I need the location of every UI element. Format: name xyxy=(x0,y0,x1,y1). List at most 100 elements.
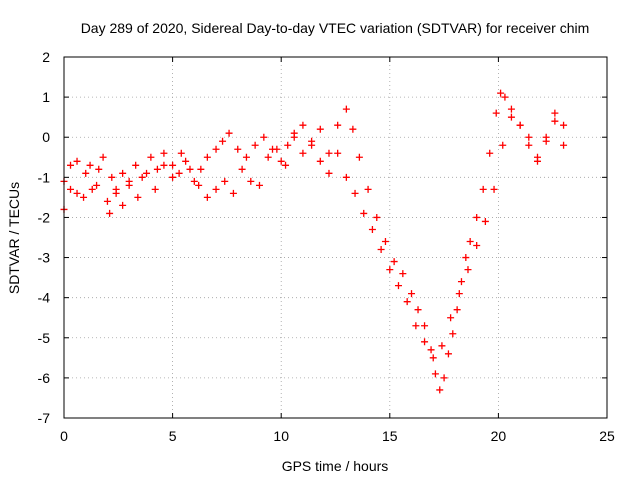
data-point xyxy=(212,145,220,153)
data-point xyxy=(316,157,324,165)
data-point xyxy=(138,173,146,181)
data-point xyxy=(299,121,307,129)
data-point xyxy=(219,137,227,145)
data-point xyxy=(449,330,457,338)
data-point xyxy=(247,177,255,185)
data-point xyxy=(490,185,498,193)
data-point xyxy=(507,105,515,113)
data-point xyxy=(169,173,177,181)
y-tick-label: -4 xyxy=(38,290,51,306)
data-point xyxy=(429,354,437,362)
data-point xyxy=(197,165,205,173)
data-point xyxy=(334,121,342,129)
data-point xyxy=(108,173,116,181)
data-point xyxy=(177,149,185,157)
data-point xyxy=(421,338,429,346)
data-point xyxy=(525,141,533,149)
data-point xyxy=(440,374,448,382)
data-point xyxy=(390,258,398,266)
data-point xyxy=(403,298,411,306)
data-point xyxy=(73,157,81,165)
data-point xyxy=(334,149,342,157)
data-point xyxy=(132,161,140,169)
data-point xyxy=(221,177,229,185)
x-tick-label: 5 xyxy=(169,428,177,444)
data-point xyxy=(238,165,246,173)
data-point xyxy=(444,350,452,358)
data-point xyxy=(182,157,190,165)
data-point xyxy=(160,161,168,169)
data-point xyxy=(525,133,533,141)
data-point xyxy=(349,125,357,133)
data-point xyxy=(412,322,420,330)
y-axis-label: SDTVAR / TECUs xyxy=(6,182,22,294)
data-point xyxy=(473,213,481,221)
data-point xyxy=(464,266,472,274)
data-point xyxy=(455,290,463,298)
data-point xyxy=(560,121,568,129)
x-tick-label: 20 xyxy=(491,428,507,444)
data-point xyxy=(88,185,96,193)
data-point xyxy=(473,242,481,250)
data-point xyxy=(119,201,127,209)
chart-title: Day 289 of 2020, Sidereal Day-to-day VTE… xyxy=(81,20,590,36)
data-point xyxy=(438,342,446,350)
data-point xyxy=(251,141,259,149)
data-point xyxy=(112,185,120,193)
data-point xyxy=(316,125,324,133)
data-point xyxy=(175,169,183,177)
data-point xyxy=(551,117,559,125)
data-point xyxy=(560,141,568,149)
data-point xyxy=(492,109,500,117)
data-point xyxy=(373,213,381,221)
data-point xyxy=(153,165,161,173)
data-point xyxy=(436,386,444,394)
data-point xyxy=(431,370,439,378)
data-point xyxy=(125,177,133,185)
data-point xyxy=(260,133,268,141)
data-point xyxy=(501,93,509,101)
data-point xyxy=(106,209,114,217)
data-point xyxy=(67,185,75,193)
data-point xyxy=(516,121,524,129)
data-point xyxy=(80,193,88,201)
data-point xyxy=(342,173,350,181)
data-point xyxy=(479,185,487,193)
data-point xyxy=(453,306,461,314)
data-point xyxy=(497,89,505,97)
data-point xyxy=(462,254,470,262)
data-point xyxy=(342,105,350,113)
data-point xyxy=(486,149,494,157)
data-points xyxy=(60,89,568,394)
data-point xyxy=(190,177,198,185)
y-tick-label: 2 xyxy=(42,49,50,65)
data-point xyxy=(160,149,168,157)
data-point xyxy=(273,145,281,153)
axis-ticks: 0 5 10 15 20 25 -7 -6 -5 -4 -3 -2 -1 0 1 2 xyxy=(38,49,615,444)
data-point xyxy=(195,181,203,189)
data-point xyxy=(73,189,81,197)
data-point xyxy=(169,161,177,169)
x-tick-label: 15 xyxy=(382,428,398,444)
data-point xyxy=(466,238,474,246)
data-point xyxy=(203,193,211,201)
y-tick-label: 0 xyxy=(42,129,50,145)
data-point xyxy=(277,157,285,165)
data-point xyxy=(421,322,429,330)
data-point xyxy=(447,314,455,322)
data-point xyxy=(203,153,211,161)
data-point xyxy=(225,129,233,137)
data-point xyxy=(212,185,220,193)
data-point xyxy=(533,157,541,165)
y-tick-label: -5 xyxy=(38,330,51,346)
data-point xyxy=(255,181,263,189)
data-point xyxy=(457,278,465,286)
data-point xyxy=(186,165,194,173)
data-point xyxy=(408,290,416,298)
data-point xyxy=(299,149,307,157)
x-tick-label: 10 xyxy=(273,428,289,444)
data-point xyxy=(325,149,333,157)
data-point xyxy=(119,169,127,177)
data-point xyxy=(351,189,359,197)
